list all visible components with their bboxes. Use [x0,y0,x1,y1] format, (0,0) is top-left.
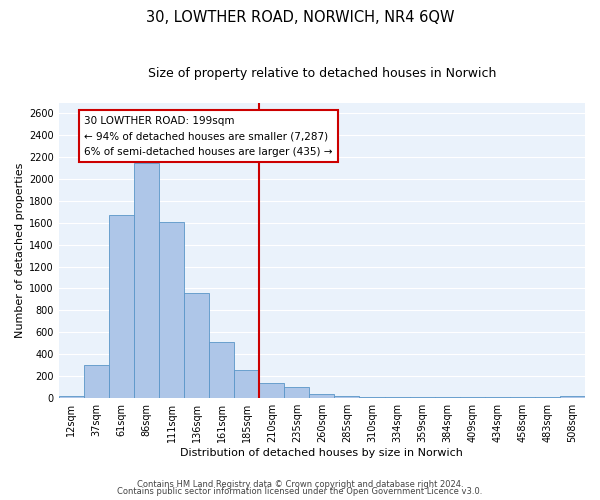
Bar [159,222,184,398]
Bar [334,396,359,398]
Text: Contains public sector information licensed under the Open Government Licence v3: Contains public sector information licen… [118,487,482,496]
Bar [234,370,259,398]
Bar [560,396,585,398]
Bar [359,397,385,398]
Text: 30 LOWTHER ROAD: 199sqm
← 94% of detached houses are smaller (7,287)
6% of semi-: 30 LOWTHER ROAD: 199sqm ← 94% of detache… [84,116,332,157]
Bar [59,396,84,398]
Bar [310,394,334,398]
Bar [510,397,535,398]
X-axis label: Distribution of detached houses by size in Norwich: Distribution of detached houses by size … [181,448,463,458]
Bar [84,365,109,398]
Bar [134,162,159,398]
Text: Contains HM Land Registry data © Crown copyright and database right 2024.: Contains HM Land Registry data © Crown c… [137,480,463,489]
Bar [535,397,560,398]
Bar [385,397,410,398]
Y-axis label: Number of detached properties: Number of detached properties [15,162,25,338]
Bar [184,292,209,398]
Bar [284,387,310,398]
Bar [460,397,485,398]
Bar [434,397,460,398]
Title: Size of property relative to detached houses in Norwich: Size of property relative to detached ho… [148,68,496,80]
Bar [209,342,234,398]
Bar [410,397,434,398]
Bar [485,397,510,398]
Text: 30, LOWTHER ROAD, NORWICH, NR4 6QW: 30, LOWTHER ROAD, NORWICH, NR4 6QW [146,10,454,25]
Bar [259,384,284,398]
Bar [109,215,134,398]
